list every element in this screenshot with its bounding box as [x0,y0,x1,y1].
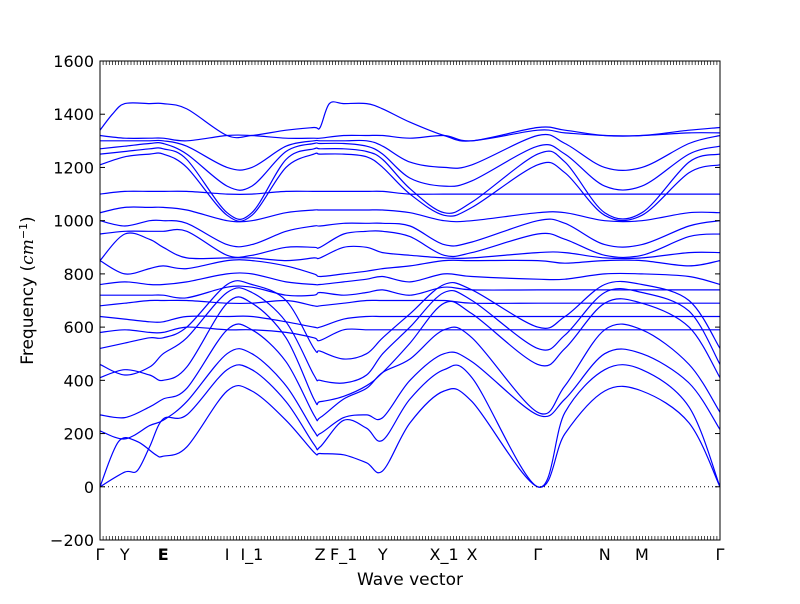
series-line-13 [99,259,721,278]
y-tick-label: 800 [63,265,94,284]
y-tick-label: 400 [63,371,94,390]
series-line-4 [99,323,721,422]
series-line-15 [99,228,721,259]
series-line-20 [99,147,721,220]
x-tick-label: I_1 [240,545,263,565]
series-line-23 [99,129,721,142]
series-line-17 [99,206,721,223]
x-tick-label: I [225,545,230,564]
x-tick-label: M [635,545,649,564]
y-axis-label-exponent: −1 [17,223,30,239]
series-line-9 [99,315,720,329]
y-axis-label-close: ) [18,216,38,223]
x-tick-label: N [599,545,611,564]
y-axis-label: Frequency (cm−1) [17,216,39,364]
y-tick-label: 1000 [53,212,94,231]
x-tick-label: Y [119,545,130,564]
x-tick-label: Γ [96,545,105,564]
series-line-7 [99,280,721,360]
series-line-14 [99,232,721,262]
x-tick-label: F_1 [330,545,357,565]
series-line-16 [99,218,721,248]
y-axis: −200 0 200 400 600 800 1000 1200 1400 1600 [50,52,720,550]
series-line-21 [99,142,721,191]
series-line-1 [99,385,721,488]
x-tick-label: Γ [716,545,725,564]
series-line-24 [99,101,721,142]
x-tick-label: E [158,545,169,564]
series-line-3 [99,348,721,440]
y-tick-label: 200 [63,425,94,444]
y-axis-label-unit: cm [18,239,38,265]
y-tick-label: 1600 [53,52,94,71]
series-lines [99,101,721,488]
y-axis-label-main: Frequency ( [18,265,38,365]
series-line-19 [99,152,721,222]
x-tick-label: X [467,545,478,564]
y-tick-label: 1400 [53,105,94,124]
series-line-8 [99,326,720,342]
x-tick-label: Z [315,545,326,564]
x-tick-label: Y [377,545,388,564]
series-line-10 [99,299,720,307]
y-tick-label: 0 [84,478,94,497]
series-line-6 [99,287,721,384]
series-line-11 [100,285,721,299]
series-line-22 [99,133,721,171]
x-axis-label: Wave vector [357,570,463,590]
y-tick-label: −200 [50,531,94,550]
y-tick-label: 600 [63,318,94,337]
y-tick-label: 1200 [53,158,94,177]
x-tick-label: Γ [533,545,542,564]
x-axis: Γ Y E I I_1 Z F_1 Y X_1 X Γ N M Γ [96,61,725,565]
x-tick-label: X_1 [430,545,459,565]
series-line-12 [99,272,721,286]
